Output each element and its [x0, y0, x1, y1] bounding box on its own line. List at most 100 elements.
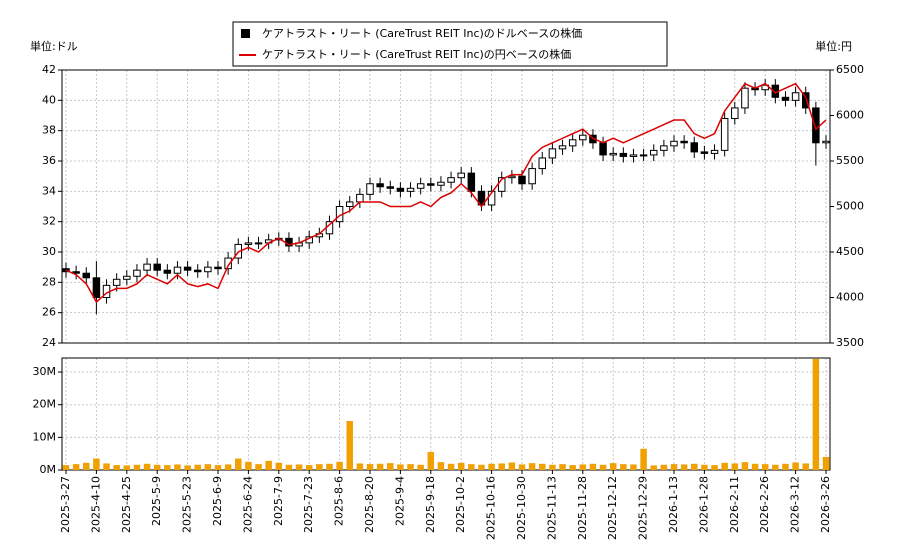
volume-bar: [133, 464, 141, 470]
y-tick-label: 20M: [33, 398, 57, 411]
volume-bar: [194, 464, 201, 470]
candle-body: [781, 96, 790, 101]
volume-bar: [255, 464, 262, 470]
candle-body: [680, 140, 688, 144]
volume-bar: [235, 458, 242, 470]
candle-body: [477, 190, 486, 206]
volume-bar: [164, 465, 171, 470]
x-tick-label: 2025-12-12: [606, 476, 619, 540]
volume-bar: [559, 464, 566, 470]
volume-bar: [316, 464, 323, 470]
x-tick-label: 2025-9-4: [393, 476, 406, 526]
x-tick-label: 2026-1-28: [697, 476, 710, 533]
volume-bar: [579, 464, 587, 470]
volume-bar: [356, 463, 364, 470]
volume-bar: [83, 462, 90, 470]
y-tick-label: 10M: [33, 430, 57, 443]
volume-bar: [751, 463, 759, 470]
volume-bar: [427, 452, 435, 470]
plot-frame: [61, 69, 831, 344]
volume-bar: [741, 462, 749, 470]
candle-body: [82, 272, 91, 279]
x-tick-label: 2025-10-2: [454, 476, 467, 533]
candle-body: [457, 172, 465, 179]
volume-bar: [731, 463, 739, 470]
volume-bar: [488, 463, 495, 470]
y-tick-label: 42: [42, 63, 56, 76]
volume-bar: [478, 464, 485, 470]
volume-bar: [782, 463, 789, 470]
y-tick-label: 38: [42, 124, 56, 137]
volume-bar: [660, 464, 668, 470]
candle-body: [528, 168, 536, 185]
candle-body: [427, 183, 435, 186]
candle-body: [660, 145, 668, 151]
volume-bar: [437, 462, 445, 470]
candle-body: [112, 278, 121, 286]
volume-bar: [569, 465, 576, 470]
candle-body: [406, 187, 415, 192]
volume-bar: [539, 463, 546, 470]
volume-bar: [305, 465, 313, 470]
volume-bar: [447, 463, 455, 470]
candle-body: [396, 187, 405, 192]
volume-bar: [701, 464, 708, 470]
volume-bar: [792, 462, 799, 470]
volume-bar: [265, 460, 272, 470]
candle-body: [366, 183, 374, 195]
volume-bar: [599, 464, 607, 470]
y-tick-label: 30: [42, 245, 56, 258]
candle-body: [670, 140, 678, 147]
volume-bar: [761, 464, 769, 470]
x-tick-label: 2025-12-29: [637, 476, 650, 540]
y-tick-label: 40: [42, 93, 56, 106]
x-tick-label: 2025-6-24: [241, 476, 254, 533]
volume-bar: [285, 464, 293, 470]
volume-bar: [518, 464, 526, 470]
x-tick-label: 2025-7-23: [302, 476, 315, 533]
candle-body: [92, 277, 101, 298]
x-tick-label: 2025-9-18: [424, 476, 437, 533]
candle-body: [143, 263, 151, 271]
volume-bar: [549, 464, 556, 470]
candle-body: [204, 266, 212, 273]
candle-body: [609, 152, 617, 156]
volume-bar: [812, 358, 820, 470]
candle-body: [163, 269, 172, 274]
candle-body: [619, 152, 628, 157]
y-tick-label: 34: [42, 184, 56, 197]
volume-bar: [387, 463, 394, 470]
candle-body: [437, 181, 445, 186]
candle-body: [244, 242, 253, 245]
candle-body: [224, 257, 232, 270]
x-tick-label: 2025-6-9: [211, 476, 224, 526]
volume-bar: [772, 464, 779, 470]
plot-frame: [61, 357, 831, 471]
x-tick-label: 2026-1-13: [667, 476, 680, 533]
x-tick-label: 2025-11-28: [576, 476, 589, 540]
volume-bar: [295, 464, 303, 470]
legend: [232, 21, 668, 67]
y2-tick-label: 6500: [836, 63, 864, 76]
x-tick-label: 2026-3-26: [819, 476, 832, 533]
volume-bar: [62, 465, 70, 470]
candle-body: [173, 266, 182, 274]
y2-tick-label: 6000: [836, 109, 864, 122]
volume-bar: [143, 463, 151, 470]
candle-body: [193, 269, 202, 273]
candle-body: [376, 183, 384, 188]
volume-bar: [822, 456, 830, 470]
x-tick-label: 2026-3-12: [789, 476, 802, 533]
volume-bar: [245, 461, 252, 470]
volume-bar: [224, 464, 232, 470]
x-tick-label: 2025-11-13: [545, 476, 558, 540]
volume-bar: [103, 463, 110, 470]
candle-body: [416, 183, 425, 189]
candle-body: [731, 107, 739, 120]
volume-bar: [123, 465, 131, 470]
volume-bar: [346, 421, 353, 470]
candle-body: [356, 193, 364, 203]
x-tick-label: 2026-2-26: [758, 476, 771, 533]
candle-body: [254, 242, 263, 245]
volume-bar: [711, 465, 718, 470]
